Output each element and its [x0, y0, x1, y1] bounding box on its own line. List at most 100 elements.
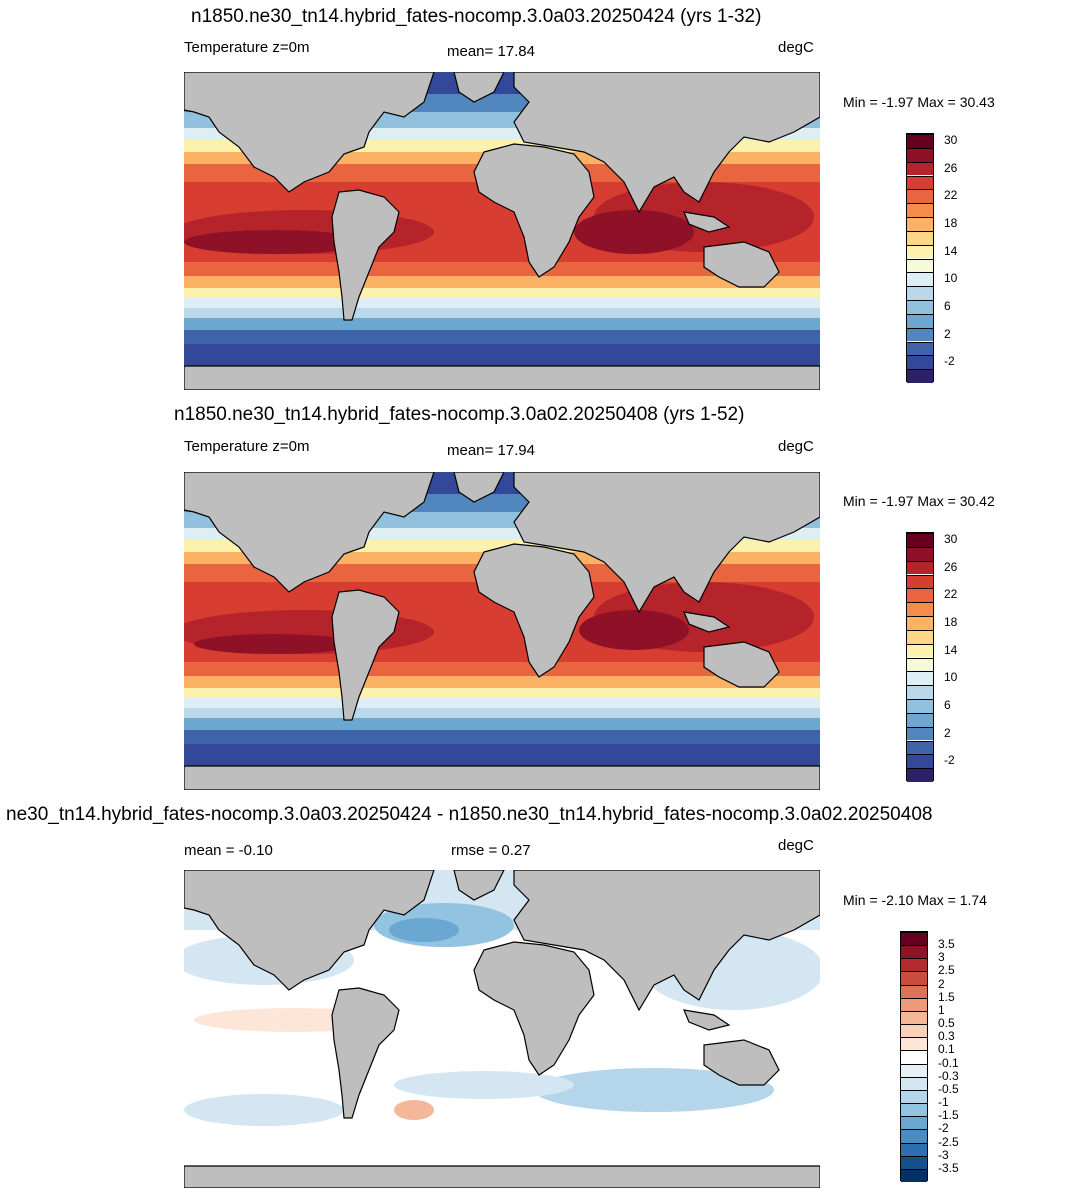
colorbar-segment	[907, 657, 933, 672]
colorbar-tick-label: 0.1	[938, 1042, 955, 1057]
colorbar-segment	[901, 984, 927, 998]
colorbar-segment	[907, 754, 933, 769]
colorbar-segment	[901, 958, 927, 972]
panel-3-colorbar	[900, 931, 928, 1182]
colorbar-tick-label: 30	[944, 132, 958, 147]
colorbar-segment	[907, 147, 933, 162]
colorbar-tick-label: 3.5	[938, 937, 955, 952]
colorbar-tick-label: 14	[944, 243, 958, 258]
colorbar-segment	[907, 217, 933, 231]
colorbar-segment	[901, 1063, 927, 1077]
colorbar-tick-label: 0.5	[938, 1016, 955, 1031]
panel-2-minmax: Min = -1.97 Max = 30.42	[843, 493, 995, 509]
colorbar-segment	[901, 1010, 927, 1025]
colorbar-tick-label: 2	[944, 326, 951, 341]
panel-2-field-label: Temperature z=0m	[184, 438, 310, 455]
colorbar-segment	[901, 1103, 927, 1117]
colorbar-segment	[907, 134, 933, 148]
colorbar-segment	[907, 560, 933, 575]
colorbar-tick-label: 3	[938, 950, 945, 965]
colorbar-segment	[907, 616, 933, 630]
colorbar-tick-label: 10	[944, 271, 958, 286]
colorbar-tick-label: -3.5	[938, 1160, 959, 1175]
colorbar-tick-label: 1.5	[938, 989, 955, 1004]
panel-2-title: n1850.ne30_tn14.hybrid_fates-nocomp.3.0a…	[174, 404, 745, 425]
colorbar-segment	[907, 341, 933, 356]
panel-1-units-label: degC	[778, 39, 814, 56]
colorbar-segment	[907, 643, 933, 658]
colorbar-tick-label: 22	[944, 587, 958, 602]
panel-1-mean-label: mean= 17.84	[447, 43, 535, 60]
colorbar-segment	[901, 1155, 927, 1169]
colorbar-segment	[907, 699, 933, 713]
colorbar-tick-label: 30	[944, 531, 958, 546]
colorbar-segment	[907, 533, 933, 547]
colorbar-tick-label: 6	[944, 298, 951, 313]
colorbar-segment	[901, 1116, 927, 1130]
panel-2-units-label: degC	[778, 438, 814, 455]
panel-3-title: ne30_tn14.hybrid_fates-nocomp.3.0a03.202…	[6, 804, 933, 825]
colorbar-tick-label: -2	[944, 753, 955, 768]
colorbar-segment	[901, 1089, 927, 1104]
colorbar-tick-label: 26	[944, 559, 958, 574]
colorbar-tick-label: -0.5	[938, 1081, 959, 1096]
colorbar-segment	[907, 740, 933, 755]
colorbar-segment	[907, 768, 933, 782]
panel-3-units-label: degC	[778, 837, 814, 854]
colorbar-segment	[907, 161, 933, 176]
colorbar-segment	[907, 313, 933, 328]
colorbar-segment	[901, 1129, 927, 1143]
panel-3-minmax: Min = -2.10 Max = 1.74	[843, 892, 987, 908]
colorbar-segment	[907, 602, 933, 616]
colorbar-segment	[907, 369, 933, 383]
colorbar-segment	[901, 971, 927, 985]
colorbar-tick-label: 2	[944, 725, 951, 740]
colorbar-segment	[907, 300, 933, 314]
colorbar-tick-label: 26	[944, 160, 958, 175]
panel-3-rmse-label: rmse = 0.27	[451, 842, 531, 859]
colorbar-tick-label: -2.5	[938, 1134, 959, 1149]
colorbar-segment	[907, 574, 933, 589]
colorbar-segment	[907, 272, 933, 287]
colorbar-tick-label: -1.5	[938, 1108, 959, 1123]
panel-3-map	[184, 870, 820, 1188]
colorbar-tick-label: 10	[944, 670, 958, 685]
colorbar-segment	[907, 546, 933, 561]
colorbar-tick-label: 2	[938, 976, 945, 991]
colorbar-segment	[907, 712, 933, 727]
colorbar-tick-label: -0.3	[938, 1068, 959, 1083]
panel-1-map	[184, 72, 820, 390]
colorbar-segment	[901, 1050, 927, 1064]
colorbar-segment	[907, 189, 933, 204]
colorbar-segment	[907, 726, 933, 741]
colorbar-tick-label: 18	[944, 215, 958, 230]
panel-2-mean-label: mean= 17.94	[447, 442, 535, 459]
panel-2-map	[184, 472, 820, 790]
colorbar-segment	[901, 932, 927, 946]
colorbar-tick-label: 0.3	[938, 1029, 955, 1044]
colorbar-segment	[907, 588, 933, 603]
colorbar-tick-label: -1	[938, 1095, 949, 1110]
colorbar-segment	[907, 629, 933, 644]
colorbar-segment	[907, 355, 933, 370]
colorbar-tick-label: -2	[938, 1121, 949, 1136]
colorbar-segment	[907, 685, 933, 699]
colorbar-tick-label: -3	[938, 1147, 949, 1162]
colorbar-tick-label: 14	[944, 642, 958, 657]
panel-1-colorbar	[906, 133, 934, 383]
colorbar-segment	[901, 1037, 927, 1051]
colorbar-segment	[901, 1024, 927, 1038]
colorbar-segment	[901, 1076, 927, 1090]
colorbar-tick-label: 6	[944, 697, 951, 712]
panel-1-title: n1850.ne30_tn14.hybrid_fates-nocomp.3.0a…	[191, 6, 762, 27]
panel-2-colorbar	[906, 532, 934, 782]
colorbar-segment	[907, 175, 933, 190]
colorbar-segment	[907, 244, 933, 259]
colorbar-segment	[907, 258, 933, 273]
colorbar-segment	[901, 1168, 927, 1182]
colorbar-segment	[901, 1142, 927, 1156]
colorbar-segment	[907, 286, 933, 300]
colorbar-segment	[907, 327, 933, 342]
colorbar-segment	[901, 997, 927, 1011]
panel-1-field-label: Temperature z=0m	[184, 39, 310, 56]
